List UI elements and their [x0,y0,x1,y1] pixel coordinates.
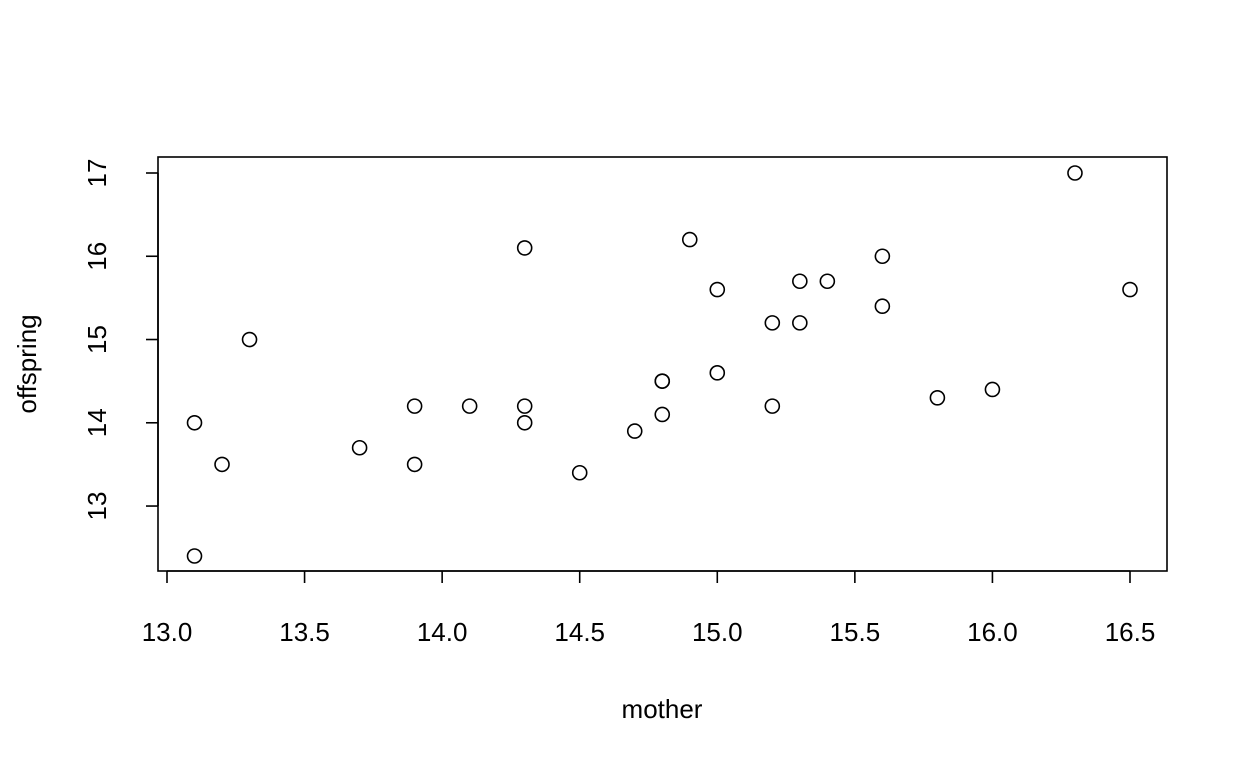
data-point [681,231,698,248]
y-tick-label: 17 [82,159,112,188]
data-point [929,390,946,406]
data-point [241,331,258,348]
x-axis-title: mother [622,694,703,724]
y-tick-label: 14 [82,408,112,437]
data-point [764,315,781,331]
data-point [351,439,368,456]
data-point [626,423,643,439]
data-point [654,406,671,423]
data-point [709,281,726,298]
data-point [764,398,781,414]
plot-frame [157,156,1168,572]
x-tick-label: 16.5 [1105,617,1156,647]
y-axis: 13 14 15 16 17 [82,159,159,521]
y-axis-title: offspring [12,314,42,413]
data-point [654,373,671,389]
data-point [984,381,1001,398]
data-point [709,365,726,381]
x-tick-label: 13.0 [142,617,193,647]
x-tick-label: 15.5 [830,617,881,647]
data-point [406,398,423,414]
x-tick-label: 15.0 [692,617,743,647]
data-point [186,414,203,431]
x-tick-label: 14.5 [554,617,605,647]
data-point [874,248,891,265]
x-tick-label: 13.5 [279,617,330,647]
data-point [516,414,533,431]
data-points [186,165,1138,564]
x-tick-label: 14.0 [417,617,468,647]
data-point [874,298,891,315]
data-point [461,398,478,414]
data-point [1122,281,1138,298]
data-point [516,398,533,414]
y-tick-label: 16 [82,242,112,271]
x-tick-label: 16.0 [967,617,1018,647]
data-point [516,240,533,256]
data-point [1067,165,1083,181]
data-point [819,273,836,290]
data-point [571,464,588,481]
data-point [792,315,808,331]
data-point [214,456,230,473]
y-tick-label: 15 [82,325,112,354]
y-tick-label: 13 [82,492,112,521]
data-point [186,548,203,564]
data-point [406,456,423,473]
data-point [792,273,808,290]
x-axis: 13.0 13.5 14.0 14.5 15.0 15.5 16.0 16.5 [142,570,1156,647]
